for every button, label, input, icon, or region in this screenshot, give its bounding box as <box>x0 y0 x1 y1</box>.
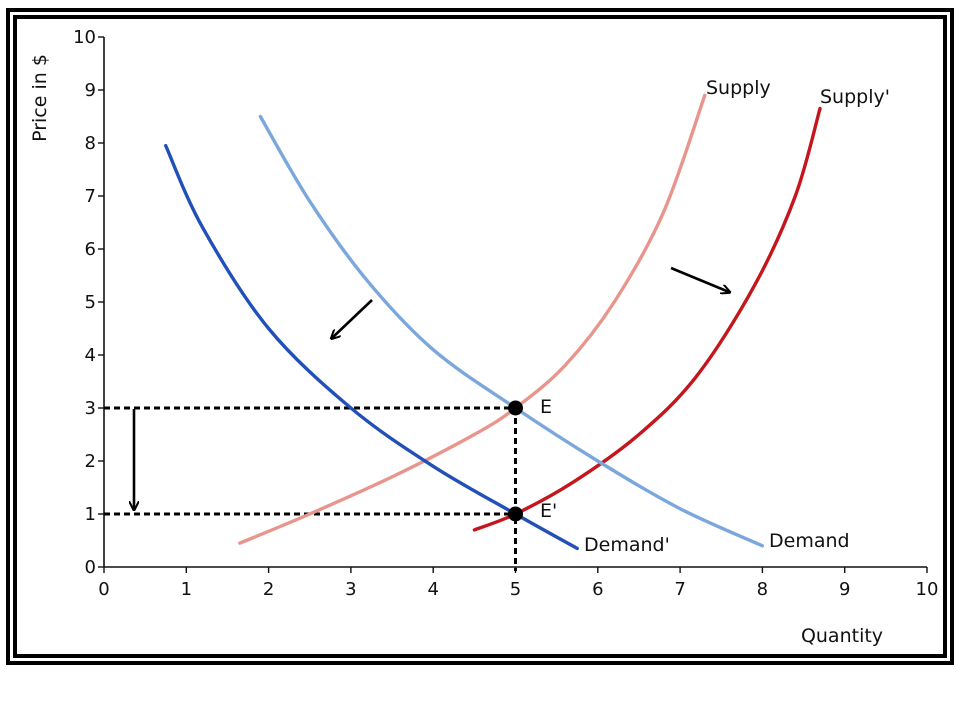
point-e-prime-label: E' <box>540 500 557 522</box>
x-tick-label: 6 <box>592 579 603 600</box>
supply-curve <box>238 93 707 545</box>
x-tick-label: 4 <box>427 579 438 600</box>
y-tick-label: 8 <box>85 133 96 154</box>
x-tick-label: 8 <box>757 579 768 600</box>
supply-prime-curve <box>472 106 822 532</box>
y-tick-label: 1 <box>85 504 96 525</box>
y-axis-title: Price in $ <box>29 54 51 142</box>
supply-label: Supply <box>706 77 771 99</box>
demand-shift-arrow <box>332 299 373 338</box>
dashed-guides <box>104 406 517 571</box>
x-tick-label: 7 <box>674 579 685 600</box>
plot-panel <box>17 19 943 654</box>
y-tick-label: 2 <box>85 451 96 472</box>
demand-prime-label: Demand' <box>584 534 670 556</box>
supply-prime-label: Supply' <box>820 86 890 108</box>
x-tick-label: 10 <box>916 579 939 600</box>
y-tick-label: 7 <box>85 186 96 207</box>
point-e-prime <box>508 506 523 522</box>
y-tick-label: 3 <box>85 398 96 419</box>
x-axis-title: Quantity <box>801 625 883 647</box>
equilibrium-points <box>508 400 523 522</box>
inner-frame <box>13 15 947 658</box>
y-tick-label: 6 <box>85 239 96 260</box>
y-tick-label: 10 <box>73 27 96 48</box>
x-tick-label: 2 <box>263 579 274 600</box>
y-tick-label: 4 <box>85 345 96 366</box>
y-tick-label: 9 <box>85 80 96 101</box>
curves <box>164 93 822 551</box>
x-tick-label: 5 <box>510 579 521 600</box>
supply-shift-arrow <box>670 266 729 292</box>
point-e <box>508 400 523 416</box>
x-tick-label: 1 <box>181 579 192 600</box>
x-tick-label: 3 <box>345 579 356 600</box>
frame-white-gap <box>10 12 950 661</box>
x-tick-label: 0 <box>98 579 109 600</box>
y-tick-label: 0 <box>85 557 96 578</box>
demand-label: Demand <box>769 530 850 552</box>
point-e-label: E <box>540 396 552 418</box>
y-tick-label: 5 <box>85 292 96 313</box>
axes: 0 1 2 3 4 5 6 7 8 9 10 0 1 2 3 4 5 6 7 8 9 10 <box>73 27 938 600</box>
shift-arrows <box>134 266 729 509</box>
x-tick-label: 9 <box>839 579 850 600</box>
curve-labels: Supply Supply' Demand Demand' E E' <box>540 77 890 556</box>
outer-frame <box>6 8 954 665</box>
demand-curve <box>258 114 765 548</box>
